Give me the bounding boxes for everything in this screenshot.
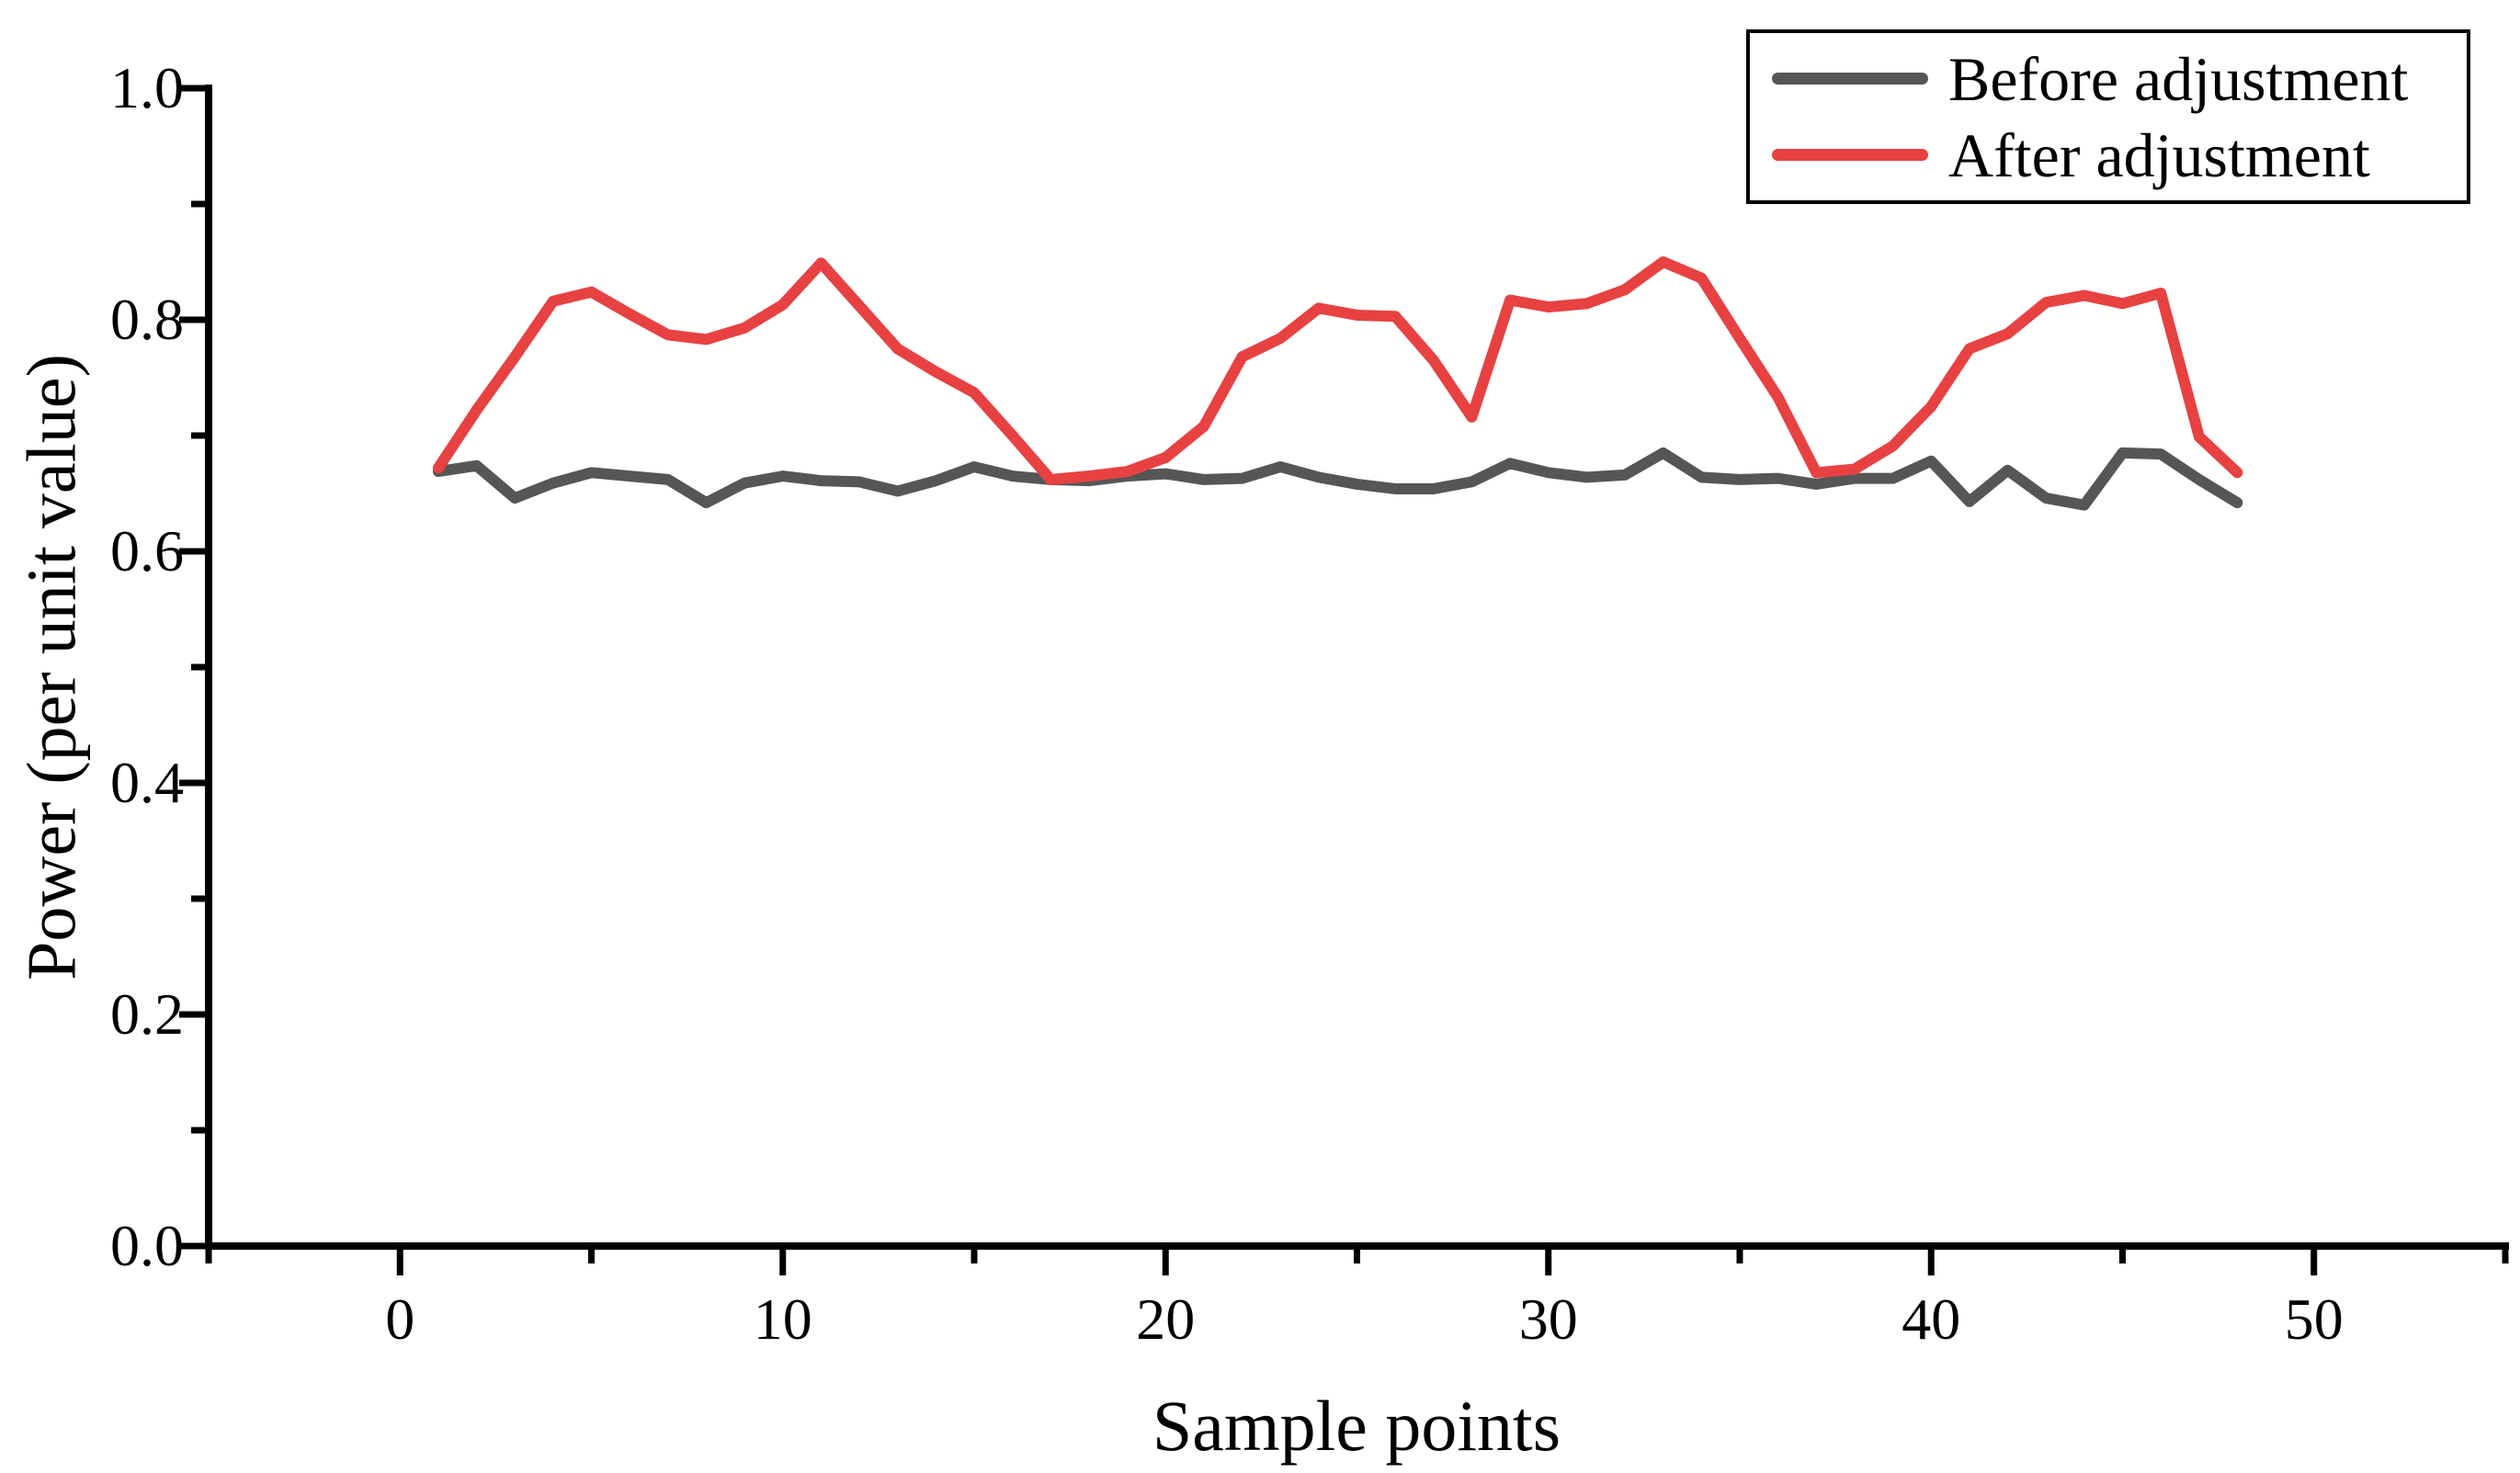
- y-tick-label: 0.2: [110, 981, 184, 1047]
- x-tick-label: 0: [385, 1286, 415, 1352]
- legend-item-after-adjustment: After adjustment: [1772, 124, 2458, 187]
- series-after-adjustment-line: [432, 256, 2243, 485]
- legend-label-before-adjustment: Before adjustment: [1948, 43, 2409, 114]
- y-tick-label: 0.0: [110, 1213, 184, 1278]
- y-tick-label: 0.4: [110, 750, 184, 815]
- x-tick-label: 40: [1901, 1286, 1961, 1352]
- after-adjustment-line-swatch: [1772, 149, 1928, 161]
- legend-item-before-adjustment: Before adjustment: [1772, 48, 2458, 110]
- x-tick-label: 50: [2284, 1286, 2344, 1352]
- y-tick-label: 0.6: [110, 518, 184, 584]
- x-tick-label: 10: [753, 1286, 812, 1352]
- legend-label-after-adjustment: After adjustment: [1948, 119, 2370, 190]
- series-before-adjustment-line: [432, 447, 2243, 511]
- x-tick-label: 30: [1518, 1286, 1578, 1352]
- legend: Before adjustment After adjustment: [1746, 29, 2470, 204]
- x-axis-title: Sample points: [1152, 1386, 1561, 1466]
- before-adjustment-line-swatch: [1772, 73, 1928, 85]
- x-tick-label: 20: [1136, 1286, 1196, 1352]
- y-tick-label: 0.8: [110, 287, 184, 352]
- y-tick-label: 1.0: [110, 55, 184, 120]
- y-axis-title: Power (per unit value): [13, 354, 91, 980]
